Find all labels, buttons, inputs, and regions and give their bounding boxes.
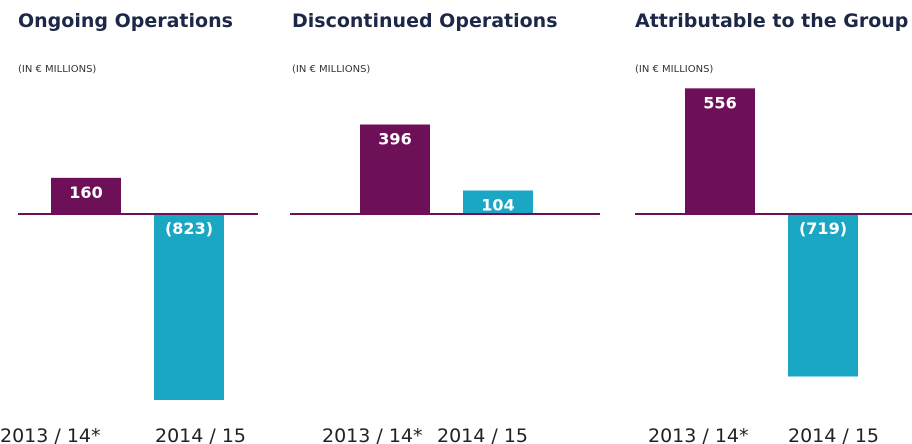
value-label: 104 <box>481 195 514 214</box>
value-label: (823) <box>165 219 213 238</box>
bar <box>360 124 430 214</box>
x-tick-label: 2013 / 14* <box>0 425 101 444</box>
value-label: 396 <box>378 130 411 149</box>
x-tick-label: 2013 / 14* <box>648 425 749 444</box>
x-tick-label: 2014 / 15 <box>155 425 246 444</box>
bar <box>685 88 755 214</box>
x-tick-label: 2014 / 15 <box>788 425 879 444</box>
bar <box>788 214 858 377</box>
chart-title: Discontinued Operations <box>292 10 558 32</box>
value-label: (719) <box>799 219 847 238</box>
chart-subtitle: (IN € MILLIONS) <box>292 64 370 75</box>
bar <box>463 190 533 214</box>
x-tick-label: 2013 / 14* <box>322 425 423 444</box>
chart-subtitle: (IN € MILLIONS) <box>18 64 96 75</box>
chart-title: Ongoing Operations <box>18 10 233 32</box>
chart-subtitle: (IN € MILLIONS) <box>635 64 713 75</box>
bar <box>154 214 224 400</box>
value-label: 556 <box>703 93 736 112</box>
chart-title: Attributable to the Group <box>635 10 908 32</box>
bar <box>51 177 121 214</box>
value-label: 160 <box>69 183 102 202</box>
x-tick-label: 2014 / 15 <box>437 425 528 444</box>
